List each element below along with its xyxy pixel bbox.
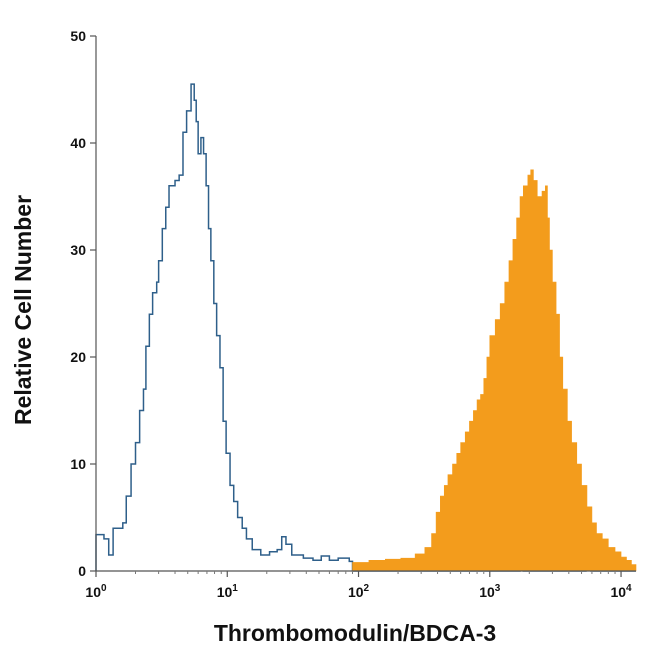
y-tick-label: 30 [70,242,86,258]
y-tick-label: 0 [78,563,86,579]
y-tick-label: 40 [70,135,86,151]
x-axis-title: Thrombomodulin/BDCA-3 [214,620,496,646]
y-axis-title: Relative Cell Number [10,195,36,425]
x-ticks: 100 101 102 103 104 [85,571,632,600]
plot-series [95,83,637,572]
x-tick-label: 103 [479,583,501,600]
x-tick-label: 101 [217,583,239,600]
x-tick-label: 100 [85,583,107,600]
y-tick-label: 10 [70,456,86,472]
y-tick-label: 20 [70,349,86,365]
outline-histogram-series [95,83,636,572]
y-ticks: 0 10 20 30 40 50 [70,28,96,579]
filled-histogram-series [349,169,637,572]
axes [95,36,636,572]
x-tick-label: 102 [348,583,370,600]
x-tick-label: 104 [610,583,632,600]
y-tick-label: 50 [70,28,86,44]
